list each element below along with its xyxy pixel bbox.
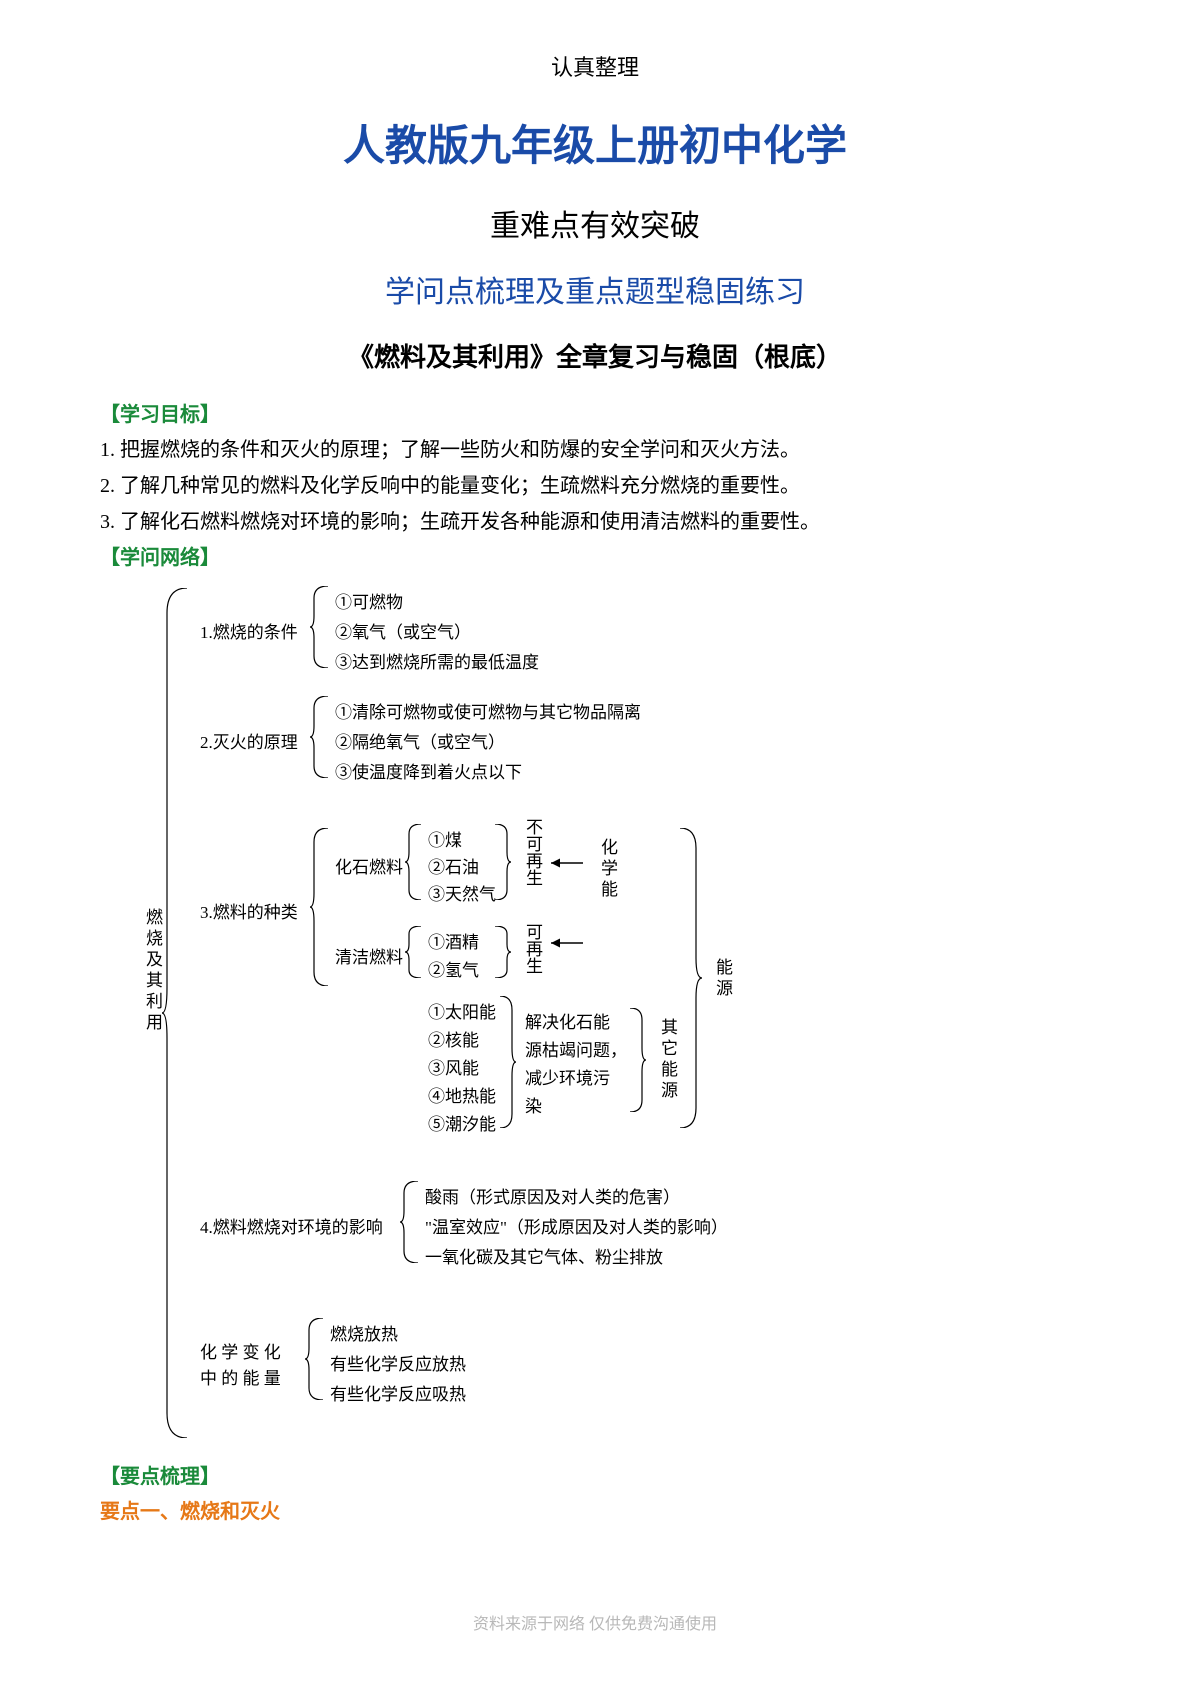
oe-3: ③风能 (428, 1054, 479, 1079)
title-sub2: 学问点梳理及重点题型稳固练习 (100, 267, 1090, 311)
b2-label: 2.灭火的原理 (200, 728, 298, 753)
b5-i2: 有些化学反应放热 (330, 1350, 466, 1375)
b2-i2: ②隔绝氧气（或空气） (335, 728, 505, 753)
goal-3: 3. 了解化石燃料燃烧对环境的影响；生疏开发各种能源和使用清洁燃料的重要性。 (100, 505, 1090, 539)
section-key-label: 【要点梳理】 (100, 1460, 1090, 1489)
header-small: 认真整理 (100, 50, 1090, 82)
oe-desc2: 源枯竭问题， (525, 1036, 627, 1061)
b4-i1: 酸雨（形式原因及对人类的危害） (425, 1183, 680, 1208)
chapter-title: 《燃料及其利用》全章复习与稳固（根底） (100, 337, 1090, 374)
footer-text: 资料来源于网络 仅供免费沟通使用 (0, 1610, 1190, 1634)
b3-fossil-3: ③天然气 (428, 880, 496, 905)
b3-label: 3.燃料的种类 (200, 898, 298, 923)
title-sub1: 重难点有效突破 (100, 201, 1090, 245)
title-main: 人教版九年级上册初中化学 (100, 112, 1090, 173)
b3-clean-2: ②氢气 (428, 956, 479, 981)
b3-fossil-2: ②石油 (428, 853, 479, 878)
b1-label: 1.燃烧的条件 (200, 618, 298, 643)
oe-2: ②核能 (428, 1026, 479, 1051)
b4-label: 4.燃料燃烧对环境的影响 (200, 1213, 383, 1238)
b4-i3: 一氧化碳及其它气体、粉尘排放 (425, 1243, 663, 1268)
knowledge-diagram: 燃烧及其利用 1.燃烧的条件 ①可燃物 ②氧气（或空气） ③达到燃烧所需的最低温… (100, 578, 1090, 1448)
oe-desc4: 染 (525, 1092, 542, 1117)
oe-4: ④地热能 (428, 1082, 496, 1107)
oe-1: ①太阳能 (428, 998, 496, 1023)
energy-label: 能源 (710, 958, 735, 1000)
other-energy-label: 其它能源 (655, 1018, 680, 1102)
b4-i2: "温室效应"（形成原因及对人类的影响） (425, 1213, 728, 1238)
b5-i3: 有些化学反应吸热 (330, 1380, 466, 1405)
goal-2: 2. 了解几种常见的燃料及化学反响中的能量变化；生疏燃料充分燃烧的重要性。 (100, 469, 1090, 503)
section-goal-label: 【学习目标】 (100, 398, 1090, 427)
b3-clean-1: ①酒精 (428, 928, 479, 953)
b3-clean-label: 清洁燃料 (335, 943, 403, 968)
b1-i1: ①可燃物 (335, 588, 403, 613)
chem-energy: 化学能 (595, 838, 620, 901)
goal-1: 1. 把握燃烧的条件和灭火的原理；了解一些防火和防爆的安全学问和灭火方法。 (100, 433, 1090, 467)
b3-fossil-1: ①煤 (428, 826, 462, 851)
renew: 可再生 (520, 923, 545, 974)
oe-desc1: 解决化石能 (525, 1008, 610, 1033)
nonrenew: 不可再生 (520, 818, 545, 886)
keypoint-1: 要点一、燃烧和灭火 (100, 1495, 1090, 1524)
b5-label-l2: 中 的 能 量 (200, 1364, 281, 1389)
b5-i1: 燃烧放热 (330, 1320, 398, 1345)
b1-i2: ②氧气（或空气） (335, 618, 471, 643)
oe-desc3: 减少环境污 (525, 1064, 610, 1089)
section-net-label: 【学问网络】 (100, 541, 1090, 570)
b1-i3: ③达到燃烧所需的最低温度 (335, 648, 539, 673)
b3-fossil-label: 化石燃料 (335, 853, 403, 878)
b2-i3: ③使温度降到着火点以下 (335, 758, 522, 783)
b2-i1: ①清除可燃物或使可燃物与其它物品隔离 (335, 698, 641, 723)
oe-5: ⑤潮汐能 (428, 1110, 496, 1135)
b5-label-l1: 化 学 变 化 (200, 1338, 281, 1363)
